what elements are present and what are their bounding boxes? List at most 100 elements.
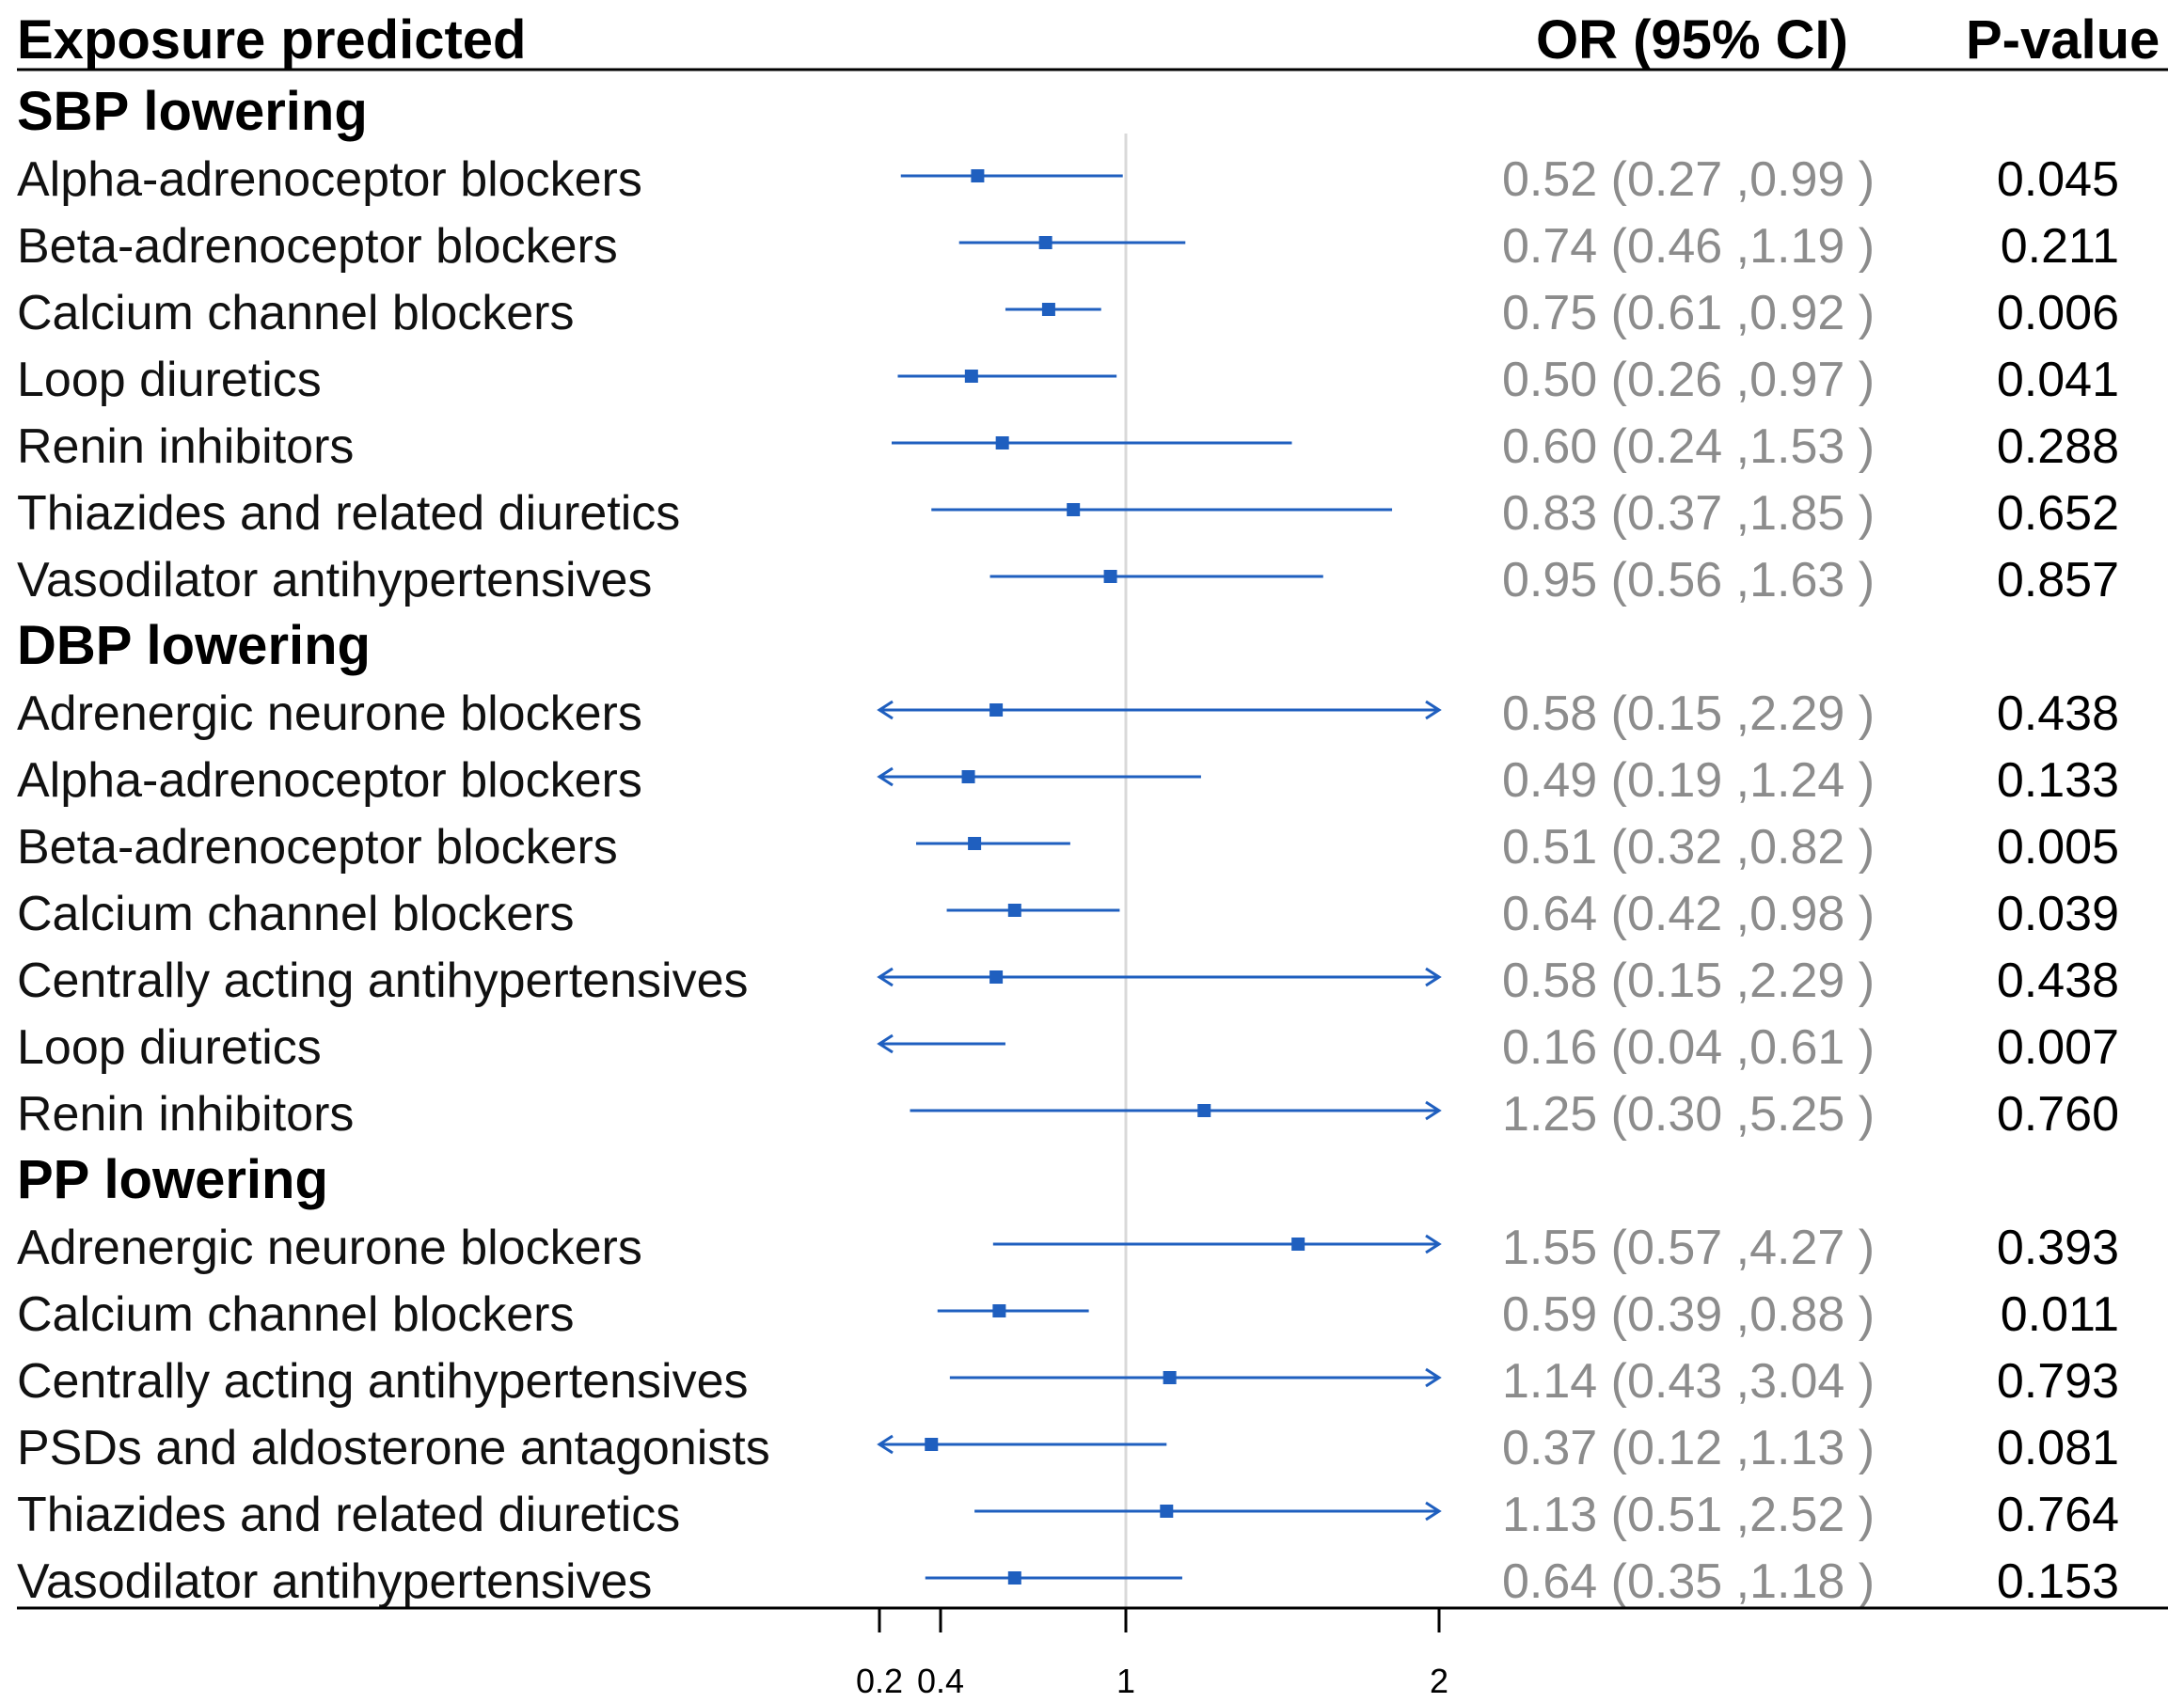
p-value: 0.793 (1997, 1354, 2119, 1409)
header-p-value: P-value (1966, 9, 2160, 71)
ci-right-arrow (1425, 1100, 1442, 1121)
table-row: Adrenergic neurone blockers 1.55 (0.57 ,4… (17, 1221, 2119, 1275)
point-estimate-marker (1163, 1371, 1177, 1384)
row-label: Loop diuretics (17, 1020, 322, 1075)
p-value: 0.288 (1997, 419, 2119, 474)
p-value: 0.857 (1997, 553, 2119, 607)
ci-left-arrow (877, 700, 894, 720)
ci-right-arrow (1425, 1234, 1442, 1254)
or-ci-value: 0.52 (0.27 ,0.99 ) (1502, 152, 1875, 207)
point-estimate-marker (1197, 1104, 1211, 1117)
row-label: Calcium channel blockers (17, 1287, 575, 1342)
p-value: 0.041 (1997, 353, 2119, 407)
or-ci-value: 0.16 (0.04 ,0.61 ) (1502, 1020, 1875, 1075)
row-label: Beta-adrenoceptor blockers (17, 820, 618, 875)
p-value: 0.045 (1997, 152, 2119, 207)
point-estimate-marker (989, 703, 1004, 717)
x-tick-label: 2 (1430, 1662, 1448, 1700)
x-tick-label: 0.2 (856, 1662, 903, 1700)
row-label: Thiazides and related diuretics (17, 1488, 680, 1542)
ci-left-arrow (877, 967, 894, 987)
group-label: SBP lowering (17, 81, 368, 142)
p-value: 0.039 (1997, 887, 2119, 941)
or-ci-value: 0.75 (0.61 ,0.92 ) (1502, 286, 1875, 340)
point-estimate-marker (995, 436, 1009, 449)
header-or: OR (95% CI) (1536, 9, 1848, 71)
table-row: Centrally acting antihypertensives 0.58 (… (17, 954, 2119, 1008)
group-label: PP lowering (17, 1149, 328, 1210)
or-ci-value: 0.51 (0.32 ,0.82 ) (1502, 820, 1875, 875)
row-label: Calcium channel blockers (17, 286, 575, 340)
group-label: DBP lowering (17, 615, 371, 676)
p-value: 0.133 (1997, 753, 2119, 808)
p-value: 0.006 (1997, 286, 2119, 340)
point-estimate-marker (1041, 303, 1055, 316)
point-estimate-marker (1038, 236, 1052, 249)
x-axis-ticks: 0.2 0.4 1 2 (856, 1608, 1448, 1700)
p-value: 0.211 (2001, 219, 2119, 274)
table-row: Vasodilator antihypertensives 0.64 (0.35 … (17, 1554, 2119, 1609)
table-row: Thiazides and related diuretics 0.83 (0.3… (17, 486, 2119, 541)
point-estimate-marker (989, 970, 1004, 984)
row-label: Adrenergic neurone blockers (17, 686, 642, 741)
or-ci-value: 0.64 (0.42 ,0.98 ) (1502, 887, 1875, 941)
or-ci-value: 1.13 (0.51 ,2.52 ) (1502, 1488, 1875, 1542)
p-value: 0.438 (1997, 954, 2119, 1008)
table-row: Calcium channel blockers 0.75 (0.61 ,0.92… (17, 286, 2119, 340)
point-estimate-marker (1007, 1571, 1021, 1585)
table-row: Calcium channel blockers 0.64 (0.42 ,0.98… (17, 887, 2119, 941)
point-estimate-marker (961, 770, 975, 783)
point-estimate-marker (1160, 1505, 1174, 1518)
or-ci-value: 0.58 (0.15 ,2.29 ) (1502, 954, 1875, 1008)
row-label: Vasodilator antihypertensives (17, 1554, 652, 1609)
or-ci-value: 1.25 (0.30 ,5.25 ) (1502, 1087, 1875, 1142)
table-row: Alpha-adrenoceptor blockers 0.52 (0.27 ,0… (17, 152, 2119, 207)
row-label: Centrally acting antihypertensives (17, 954, 749, 1008)
or-ci-value: 0.58 (0.15 ,2.29 ) (1502, 686, 1875, 741)
row-label: Adrenergic neurone blockers (17, 1221, 642, 1275)
table-row: Adrenergic neurone blockers 0.58 (0.15 ,2… (17, 686, 2119, 741)
point-estimate-marker (1067, 503, 1081, 516)
table-row: Alpha-adrenoceptor blockers 0.49 (0.19 ,1… (17, 753, 2119, 808)
row-label: Alpha-adrenoceptor blockers (17, 152, 642, 207)
point-estimate-marker (964, 370, 978, 383)
ci-right-arrow (1425, 1367, 1442, 1388)
p-value: 0.081 (1997, 1421, 2119, 1475)
table-row: Centrally acting antihypertensives 1.14 (… (17, 1354, 2119, 1409)
ci-right-arrow (1425, 1501, 1442, 1522)
row-label: Thiazides and related diuretics (17, 486, 680, 541)
p-value: 0.153 (1997, 1554, 2119, 1609)
p-value: 0.764 (1997, 1488, 2119, 1542)
table-row: Renin inhibitors 0.60 (0.24 ,1.53 ) 0.288 (17, 419, 2119, 474)
p-value: 0.011 (2001, 1287, 2119, 1342)
point-estimate-marker (1103, 570, 1117, 583)
or-ci-value: 0.50 (0.26 ,0.97 ) (1502, 353, 1875, 407)
or-ci-value: 0.74 (0.46 ,1.19 ) (1502, 219, 1875, 274)
p-value: 0.005 (1997, 820, 2119, 875)
or-ci-value: 1.14 (0.43 ,3.04 ) (1502, 1354, 1875, 1409)
ci-left-arrow (877, 1434, 894, 1455)
table-row: Thiazides and related diuretics 1.13 (0.5… (17, 1488, 2119, 1542)
table-row: Beta-adrenoceptor blockers 0.51 (0.32 ,0.… (17, 820, 2119, 875)
row-label: Alpha-adrenoceptor blockers (17, 753, 642, 808)
ci-left-arrow (877, 1033, 894, 1054)
table-row: PSDs and aldosterone antagonists 0.37 (0.… (17, 1421, 2119, 1475)
row-label: Centrally acting antihypertensives (17, 1354, 749, 1409)
x-tick-label: 1 (1116, 1662, 1135, 1700)
or-ci-value: 0.95 (0.56 ,1.63 ) (1502, 553, 1875, 607)
row-label: Renin inhibitors (17, 419, 354, 474)
row-label: Renin inhibitors (17, 1087, 354, 1142)
or-ci-value: 0.60 (0.24 ,1.53 ) (1502, 419, 1875, 474)
p-value: 0.438 (1997, 686, 2119, 741)
p-value: 0.393 (1997, 1221, 2119, 1275)
table-row: Calcium channel blockers 0.59 (0.39 ,0.88… (17, 1287, 2119, 1342)
row-label: Calcium channel blockers (17, 887, 575, 941)
point-estimate-marker (968, 837, 982, 850)
ci-right-arrow (1425, 700, 1442, 720)
row-label: Vasodilator antihypertensives (17, 553, 652, 607)
table-row: Loop diuretics 0.50 (0.26 ,0.97 ) 0.041 (17, 353, 2119, 407)
or-ci-value: 1.55 (0.57 ,4.27 ) (1502, 1221, 1875, 1275)
point-estimate-marker (925, 1438, 939, 1451)
